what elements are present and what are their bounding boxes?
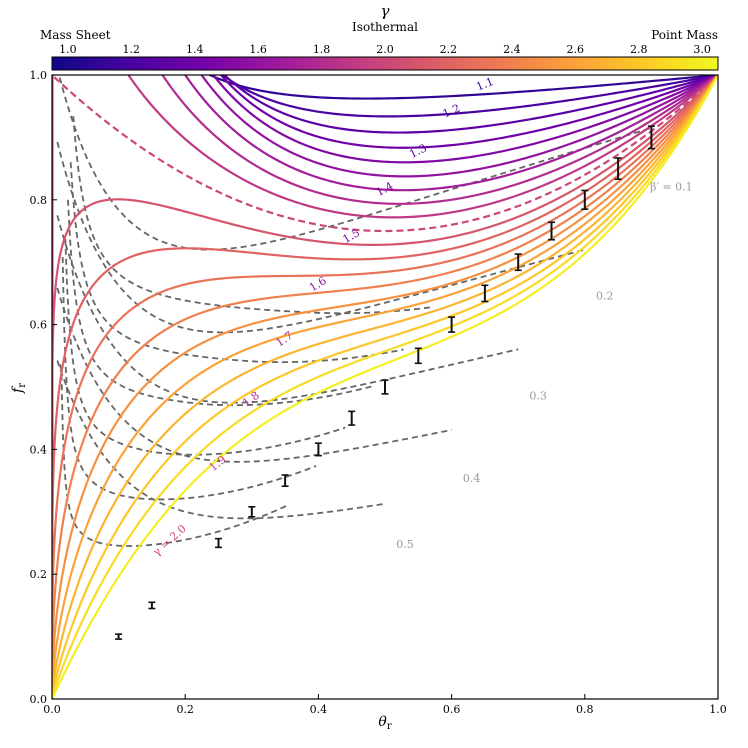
gamma-contour — [52, 75, 718, 699]
beta-contour-label: 0.4 — [463, 472, 481, 485]
axis-ticks: 0.0 0.2 0.4 0.6 0.8 1.0 0.0 0.2 0.4 0.6 0.8 1.0 — [30, 69, 727, 716]
colorbar-tick-label: 2.6 — [567, 43, 585, 56]
x-tick-label: 0.2 — [176, 703, 194, 716]
colorbar-tick-label: 2.8 — [630, 43, 648, 56]
gamma-contour — [52, 75, 718, 699]
gamma-contour — [52, 75, 718, 699]
colorbar-label-mass-sheet: Mass Sheet — [40, 28, 111, 42]
gamma-contour — [52, 75, 718, 699]
data-points — [115, 125, 655, 640]
data-point — [647, 125, 655, 150]
colorbar-tick-label: 1.2 — [123, 43, 141, 56]
data-point — [348, 410, 356, 426]
gamma-contour-label: 1.1 — [474, 75, 495, 94]
gamma-contour — [52, 75, 718, 699]
y-tick-label: 0.4 — [30, 443, 48, 456]
data-point — [248, 506, 256, 518]
data-point — [314, 442, 322, 457]
data-point — [581, 189, 589, 210]
x-tick-label: 0.6 — [443, 703, 461, 716]
beta-contour — [56, 360, 386, 520]
gamma-contour — [52, 75, 718, 699]
y-tick-label: 0.2 — [30, 568, 48, 581]
data-point — [215, 537, 222, 549]
x-tick-label: 0.0 — [43, 703, 61, 716]
beta-contour-label: β′ = 0.1 — [650, 180, 693, 193]
gamma-contour — [52, 75, 718, 699]
colorbar-ticks: 1.0 1.2 1.4 1.6 1.8 2.0 2.2 2.4 2.6 2.8 3.0 — [59, 43, 711, 70]
beta-contour — [56, 141, 586, 334]
x-tick-label: 0.8 — [576, 703, 594, 716]
y-tick-label: 0.8 — [30, 194, 48, 207]
gamma-contour — [52, 75, 718, 699]
data-point — [514, 253, 522, 272]
gamma-contour — [52, 75, 718, 699]
beta-contour-label: 0.2 — [596, 290, 614, 303]
gamma-contour — [52, 75, 718, 699]
contour-lines — [52, 75, 718, 699]
beta-contour-label: 0.5 — [396, 538, 414, 551]
gamma-contour — [52, 75, 718, 699]
colorbar-label-isothermal: Isothermal — [352, 20, 418, 34]
dashed-contour — [67, 199, 375, 407]
dashed-contour — [64, 238, 346, 456]
gamma-contour — [52, 75, 718, 699]
gamma-contour — [52, 75, 718, 699]
x-tick-label: 1.0 — [709, 703, 727, 716]
y-axis-label: fr — [10, 383, 28, 394]
gamma-contour — [52, 75, 718, 699]
plot-area: 1.11.21.31.41.51.61.71.81.9γ = 2.0β′ = 0… — [10, 69, 727, 732]
data-point — [481, 284, 489, 303]
colorbar-title: γ — [381, 2, 390, 20]
dashed-contour — [69, 162, 404, 364]
colorbar-tick-label: 2.0 — [376, 43, 394, 56]
gamma-contour — [52, 75, 718, 699]
data-point — [381, 379, 389, 395]
colorbar-bar — [51, 56, 719, 71]
colorbar: γ Mass Sheet Isothermal Point Mass 1.0 1.… — [40, 2, 719, 71]
gamma-contour — [52, 75, 718, 699]
plot-border — [51, 74, 719, 700]
data-point — [614, 157, 622, 181]
x-axis-label: θr — [378, 714, 391, 732]
gamma-contour — [52, 75, 718, 699]
colorbar-tick-label: 2.2 — [440, 43, 458, 56]
gamma-contour — [52, 75, 718, 699]
colorbar-tick-label: 2.4 — [503, 43, 521, 56]
gamma-contour — [52, 75, 718, 699]
dashed-contour — [61, 256, 317, 501]
beta-contour — [56, 215, 519, 404]
y-tick-label: 1.0 — [30, 69, 48, 82]
dashed-contour — [72, 116, 433, 315]
colorbar-tick-label: 1.8 — [313, 43, 331, 56]
colorbar-label-point-mass: Point Mass — [651, 28, 718, 42]
gamma-contour — [52, 75, 718, 699]
colorbar-tick-label: 1.0 — [59, 43, 77, 56]
colorbar-tick-label: 3.0 — [693, 43, 711, 56]
beta-contour-label: 0.3 — [529, 389, 547, 402]
beta-contour — [56, 287, 452, 463]
data-point — [448, 316, 456, 333]
beta-contour — [58, 75, 652, 251]
x-tick-label: 0.4 — [310, 703, 328, 716]
data-point — [414, 347, 422, 365]
data-point — [548, 221, 555, 241]
colorbar-tick-label: 1.4 — [186, 43, 204, 56]
y-tick-label: 0.6 — [30, 319, 48, 332]
data-point — [115, 633, 123, 640]
data-point — [281, 474, 289, 488]
y-tick-label: 0.0 — [30, 693, 48, 706]
data-point — [148, 601, 156, 610]
colorbar-tick-label: 1.6 — [249, 43, 267, 56]
dashed-contour — [59, 364, 288, 547]
